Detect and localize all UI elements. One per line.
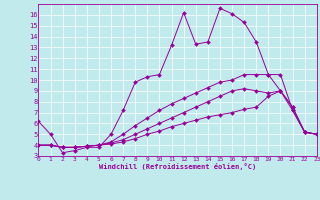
- X-axis label: Windchill (Refroidissement éolien,°C): Windchill (Refroidissement éolien,°C): [99, 163, 256, 170]
